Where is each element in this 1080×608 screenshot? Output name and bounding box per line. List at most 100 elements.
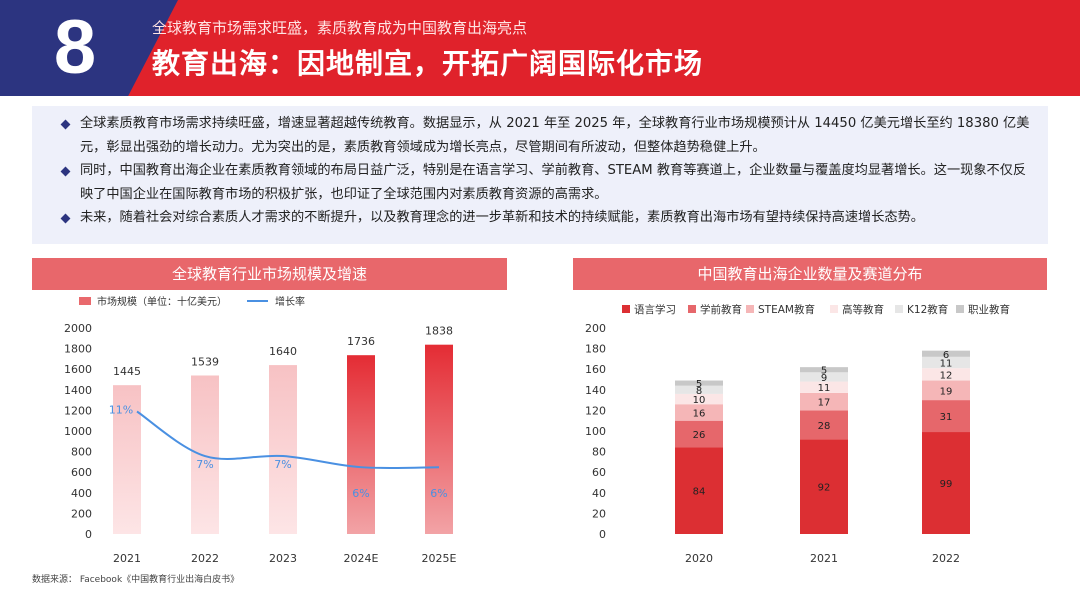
- y-tick-label: 2000: [64, 322, 92, 335]
- x-tick-label: 2022: [191, 552, 219, 565]
- legend-swatch: [688, 305, 696, 313]
- legend-swatch: [895, 305, 903, 313]
- legend-label: 职业教育: [968, 303, 1010, 316]
- x-tick-label: 2023: [269, 552, 297, 565]
- diamond-bullet-icon: [60, 213, 71, 224]
- legend-label: 高等教育: [842, 303, 884, 316]
- segment-value-label: 11: [818, 383, 831, 394]
- bullet-item: 未来，随着社会对综合素质人才需求的不断提升，以及教育理念的进一步革新和技术的持续…: [58, 206, 1034, 230]
- stacked-bar-segment: [675, 393, 723, 405]
- x-tick-label: 2025E: [422, 552, 457, 565]
- stacked-bar-segment: [800, 392, 848, 411]
- segment-value-label: 6: [943, 350, 949, 361]
- legend-swatch: [956, 305, 964, 313]
- stacked-bar-segment: [922, 368, 970, 381]
- legend-label: 学前教育: [700, 303, 742, 316]
- y-tick-label: 1400: [64, 384, 92, 397]
- y-tick-label: 40: [592, 487, 606, 500]
- legend-label: STEAM教育: [758, 303, 815, 316]
- x-tick-label: 2020: [685, 552, 713, 565]
- legend-swatch: [622, 305, 630, 313]
- x-tick-label: 2021: [810, 552, 838, 565]
- segment-value-label: 10: [693, 395, 706, 406]
- growth-rate-line: [136, 410, 440, 470]
- y-tick-label: 0: [599, 528, 606, 541]
- stacked-bar-segment: [922, 350, 970, 357]
- segment-value-label: 9: [821, 373, 827, 384]
- bar-market-size: [191, 375, 219, 534]
- segment-value-label: 8: [696, 386, 702, 397]
- y-tick-label: 120: [585, 404, 606, 417]
- segment-value-label: 84: [693, 487, 706, 498]
- diamond-bullet-icon: [60, 166, 71, 177]
- summary-box: 全球素质教育市场需求持续旺盛，增速显著超越传统教育。数据显示，从 2021 年至…: [32, 106, 1048, 244]
- segment-value-label: 5: [821, 366, 827, 377]
- stacked-bar-segment: [800, 381, 848, 393]
- y-tick-label: 160: [585, 363, 606, 376]
- stacked-bar-segment: [675, 420, 723, 448]
- stacked-bar-segment: [800, 367, 848, 373]
- legend-swatch: [830, 305, 838, 313]
- stacked-bar-segment: [800, 372, 848, 382]
- bullet-text: 全球素质教育市场需求持续旺盛，增速显著超越传统教育。数据显示，从 2021 年至…: [80, 116, 1030, 155]
- y-tick-label: 100: [585, 425, 606, 438]
- y-tick-label: 0: [85, 528, 92, 541]
- bullet-text: 同时，中国教育出海企业在素质教育领域的布局日益广泛，特别是在语言学习、学前教育、…: [80, 163, 1027, 202]
- x-tick-label: 2022: [932, 552, 960, 565]
- stacked-bar-segment: [675, 447, 723, 534]
- y-tick-label: 200: [585, 322, 606, 335]
- segment-value-label: 11: [940, 359, 953, 370]
- growth-rate-label: 6%: [430, 487, 447, 500]
- section-number: 8: [53, 5, 97, 90]
- segment-value-label: 99: [940, 479, 953, 490]
- y-tick-label: 180: [585, 343, 606, 356]
- y-tick-label: 140: [585, 384, 606, 397]
- market-chart-title: 全球教育行业市场规模及增速: [32, 258, 507, 290]
- stacked-bar-segment: [922, 356, 970, 369]
- bullet-item: 同时，中国教育出海企业在素质教育领域的布局日益广泛，特别是在语言学习、学前教育、…: [58, 159, 1034, 206]
- legend-swatch: [746, 305, 754, 313]
- bar-value-label: 1838: [425, 325, 453, 338]
- y-tick-label: 60: [592, 466, 606, 479]
- y-tick-label: 1800: [64, 343, 92, 356]
- stacked-bar-segment: [675, 385, 723, 394]
- stacked-bar-segment: [800, 439, 848, 534]
- bar-market-size: [113, 385, 141, 534]
- segment-value-label: 28: [818, 421, 831, 432]
- growth-rate-label: 7%: [196, 458, 213, 471]
- bar-market-size: [269, 365, 297, 534]
- legend-label: 语言学习: [634, 303, 676, 316]
- stacked-bar-segment: [922, 432, 970, 534]
- legend-swatch-market-size: [79, 297, 91, 305]
- y-tick-label: 20: [592, 507, 606, 520]
- y-tick-label: 1000: [64, 425, 92, 438]
- segment-value-label: 92: [818, 483, 831, 494]
- legend-label: K12教育: [907, 303, 948, 316]
- diamond-bullet-icon: [60, 119, 71, 130]
- stacked-bar-segment: [922, 400, 970, 433]
- growth-rate-label: 11%: [109, 404, 133, 417]
- bar-market-size: [347, 355, 375, 534]
- legend-label-growth-rate: 增长率: [275, 295, 305, 308]
- y-tick-label: 400: [71, 487, 92, 500]
- x-tick-label: 2024E: [344, 552, 379, 565]
- growth-rate-label: 6%: [352, 487, 369, 500]
- market-size-chart: 市场规模（单位：十亿美元） 增长率 0 200 400 600 800 1000 1200 140…: [64, 295, 457, 565]
- bar-value-label: 1736: [347, 335, 375, 348]
- company-chart-title: 中国教育出海企业数量及赛道分布: [573, 258, 1047, 290]
- growth-rate-label: 7%: [274, 458, 291, 471]
- bar-value-label: 1539: [191, 355, 219, 368]
- header-banner: 8 全球教育市场需求旺盛，素质教育成为中国教育出海亮点 教育出海：因地制宜，开拓…: [0, 0, 1080, 96]
- bar-value-label: 1445: [113, 365, 141, 378]
- segment-value-label: 17: [818, 398, 831, 409]
- bar-market-size: [425, 344, 453, 534]
- x-tick-label: 2021: [113, 552, 141, 565]
- bar-value-label: 1640: [269, 345, 297, 358]
- stacked-bar-segment: [675, 380, 723, 386]
- bullet-text: 未来，随着社会对综合素质人才需求的不断提升，以及教育理念的进一步革新和技术的持续…: [80, 210, 924, 225]
- stacked-bar-segment: [800, 410, 848, 440]
- segment-value-label: 16: [693, 408, 706, 419]
- y-tick-label: 80: [592, 446, 606, 459]
- page-title: 教育出海：因地制宜，开拓广阔国际化市场: [152, 47, 704, 80]
- company-distribution-chart: 语言学习 学前教育 STEAM教育 高等教育 K12教育 职业教育 0 20 40 60 80 100…: [585, 303, 1010, 565]
